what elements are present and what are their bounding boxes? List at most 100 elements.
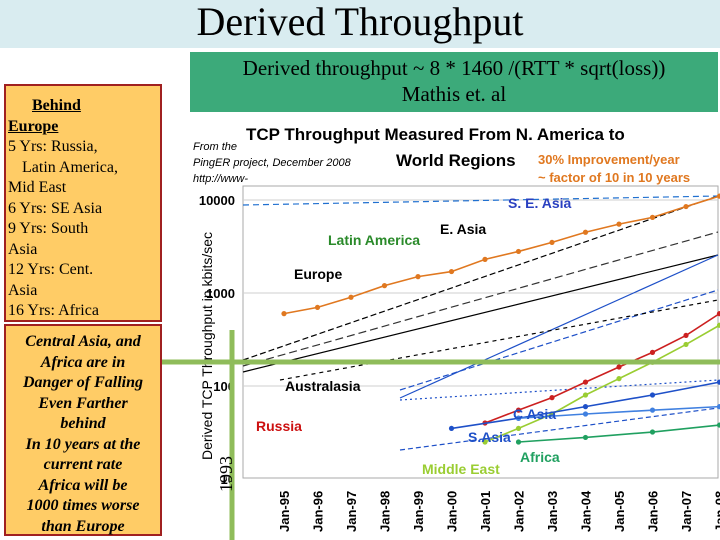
data-point <box>549 239 555 246</box>
region-label-latin-america: Latin America <box>328 232 420 248</box>
trend-line <box>399 379 719 401</box>
warning-line: 1000 times worse <box>26 497 140 514</box>
x-tick-label: Jan-95 <box>277 491 292 532</box>
data-point <box>683 203 689 210</box>
x-tick-label: Jan-06 <box>646 491 661 532</box>
chart-title-line2: World Regions <box>396 151 516 170</box>
data-point <box>582 434 589 441</box>
trend-line <box>242 254 719 373</box>
series-line-europe <box>283 195 720 315</box>
warning-line: than Europe <box>41 517 125 535</box>
data-point <box>515 407 522 413</box>
region-label-middle-east: Middle East <box>422 461 500 477</box>
formula-text: Derived throughput ~ 8 * 1460 /(RTT * sq… <box>242 56 666 80</box>
data-point <box>582 379 589 385</box>
source-note: From the <box>193 141 237 153</box>
x-tick-labels: Jan-95 Jan-96 Jan-97 Jan-98 Jan-99 Jan-00 Jan-… <box>277 490 720 532</box>
trend-lines <box>242 195 719 451</box>
data-point <box>515 248 522 255</box>
x-tick-label: Jan-01 <box>478 491 493 532</box>
x-tick-label: Jan-00 <box>445 491 460 532</box>
series-line-s-asia <box>451 381 720 430</box>
sidebar-line: 9 Yrs: South <box>8 220 89 237</box>
data-point <box>482 420 488 426</box>
data-point <box>616 364 622 370</box>
years-behind-box: Behind Europe 5 Yrs: Russia, Latin Ameri… <box>4 84 162 322</box>
x-tick-label: Jan-04 <box>579 490 594 532</box>
region-labels: S. E. Asia E. Asia Latin America Europe Aust… <box>256 195 572 477</box>
data-point <box>683 341 689 348</box>
source-note: http://www- <box>193 173 248 185</box>
data-point <box>549 411 555 417</box>
data-point <box>649 429 656 435</box>
trend-line <box>399 407 719 451</box>
data-point <box>582 404 589 410</box>
region-label-africa: Africa <box>520 449 560 465</box>
warning-line: In 10 years at the <box>25 435 141 453</box>
data-series <box>281 193 720 445</box>
region-label-c-asia: C Asia <box>513 406 556 422</box>
data-point <box>482 439 488 445</box>
data-point <box>649 349 656 355</box>
x-start-label: 1993 <box>216 456 236 492</box>
x-tick-label: Jan-97 <box>344 491 359 532</box>
formula-box: Derived throughput ~ 8 * 1460 /(RTT * sq… <box>190 52 718 112</box>
data-point <box>448 268 455 275</box>
sidebar-line: 5 Yrs: Russia, <box>8 138 98 155</box>
warning-line: Central Asia, and <box>25 333 141 350</box>
formula-citation: Mathis et. al <box>401 82 507 106</box>
data-point <box>582 411 589 417</box>
region-label-russia: Russia <box>256 418 302 434</box>
sidebar-line: 6 Yrs: SE Asia <box>8 199 103 217</box>
trend-line <box>242 231 719 367</box>
x-tick-label: Jan-07 <box>679 491 694 532</box>
warning-line: current rate <box>43 456 123 473</box>
x-tick-label: Jan-98 <box>378 491 393 532</box>
x-tick-label: Jan-08 <box>713 491 720 532</box>
series-line-africa <box>518 424 720 443</box>
warning-box: Central Asia, and Africa are in Danger o… <box>4 324 162 536</box>
sidebar-line: 16 Yrs: Africa <box>8 302 99 319</box>
data-point <box>515 425 522 432</box>
grid-lines <box>243 199 718 387</box>
sidebar-line: Asia <box>8 281 38 299</box>
data-point <box>582 229 589 235</box>
x-tick-label: Jan-05 <box>612 491 627 532</box>
data-point <box>616 221 622 227</box>
data-point <box>515 415 522 421</box>
region-label-e-asia: E. Asia <box>440 221 486 237</box>
chart-background <box>183 116 720 540</box>
region-label-australasia: Australasia <box>285 378 361 394</box>
data-point <box>348 294 354 300</box>
region-label-europe: Europe <box>294 266 342 282</box>
series-line-middle-east <box>484 324 720 443</box>
sidebar-line: Latin America, <box>22 158 118 176</box>
y-tick-label: 100 <box>213 379 235 394</box>
warning-line: Danger of Falling <box>22 374 143 391</box>
warning-line: Africa will be <box>38 476 128 494</box>
data-point <box>314 304 321 311</box>
sidebar-line: Europe <box>8 117 59 135</box>
data-point <box>448 425 455 432</box>
warning-line: Even Farther <box>38 394 128 412</box>
region-label-s-asia: S.Asia <box>468 429 511 445</box>
sidebar-line: Asia <box>8 240 38 258</box>
sidebar-line: Mid East <box>8 179 67 196</box>
data-point <box>616 376 622 382</box>
data-point <box>381 283 388 289</box>
data-point <box>683 332 689 339</box>
warning-line: Africa are in <box>40 353 126 371</box>
improvement-note: ~ factor of 10 in 10 years <box>538 170 690 185</box>
x-tick-label: Jan-02 <box>512 491 527 532</box>
data-point <box>649 214 656 220</box>
trend-line <box>242 195 719 361</box>
data-point <box>649 359 656 365</box>
trend-line <box>242 195 719 206</box>
x-tick-label: Jan-96 <box>311 491 326 532</box>
x-tick-label: Jan-03 <box>545 491 560 532</box>
trend-line <box>399 254 719 399</box>
warning-line: behind <box>60 415 106 432</box>
data-point <box>649 407 656 413</box>
data-point <box>281 311 287 317</box>
